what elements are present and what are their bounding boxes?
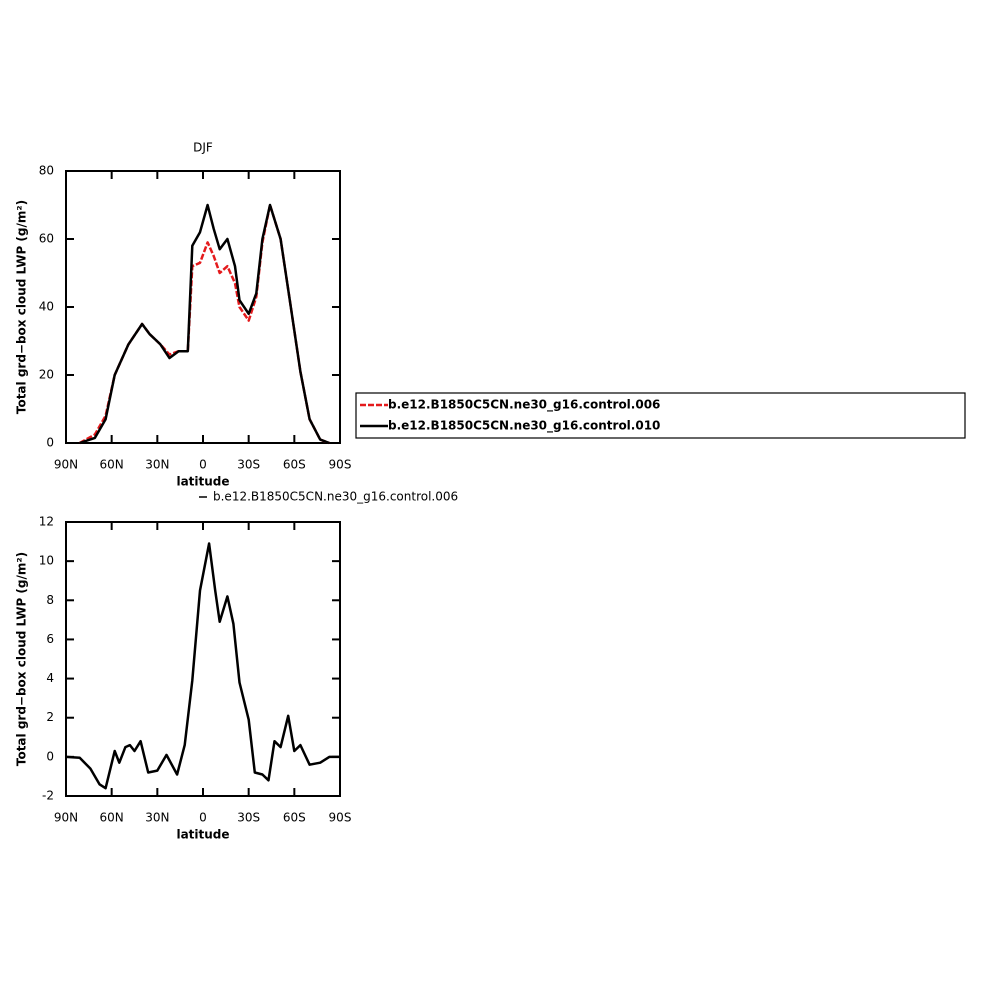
y-tick-label: 0 [46,749,54,763]
y-tick-label: -2 [42,789,54,803]
y-tick-label: 12 [39,515,54,529]
y-tick-label: 20 [39,368,54,382]
legend-label: b.e12.B1850C5CN.ne30_g16.control.006 [213,490,458,504]
plot-frame [65,170,341,444]
x-tick-label: 30S [237,811,260,825]
y-tick-label: 80 [39,164,54,178]
y-axis-label: Total grd−box cloud LWP (g/m²) [15,200,29,414]
legend-label: b.e12.B1850C5CN.ne30_g16.control.010 [388,419,660,434]
x-tick-label: 0 [199,811,207,825]
x-tick-label: 0 [199,458,207,472]
y-tick-label: 2 [46,710,54,724]
x-tick-label: 90N [54,811,78,825]
series-line [79,203,330,445]
y-tick-label: 60 [39,232,54,246]
x-tick-label: 90S [329,811,352,825]
y-tick-label: 8 [46,593,54,607]
x-tick-label: 30S [237,458,260,472]
x-tick-label: 30N [145,811,169,825]
x-tick-label: 60S [283,458,306,472]
plot-frame [65,521,341,797]
x-tick-label: 60N [100,811,124,825]
x-tick-label: 30N [145,458,169,472]
y-axis-label: Total grd−box cloud LWP (g/m²) [15,552,29,766]
legend-label: b.e12.B1850C5CN.ne30_g16.control.006 [388,398,660,413]
x-tick-label: 60N [100,458,124,472]
legend-box [355,392,966,439]
y-tick-label: 4 [46,671,54,685]
y-tick-label: 6 [46,632,54,646]
y-tick-label: 0 [46,436,54,450]
y-tick-label: 40 [39,300,54,314]
x-tick-label: 60S [283,811,306,825]
series-line [65,542,340,790]
x-tick-label: 90S [329,458,352,472]
x-axis-label: latitude [176,475,229,489]
x-axis-label: latitude [176,828,229,842]
chart-title: DJF [193,141,213,155]
x-tick-label: 90N [54,458,78,472]
series-line [79,203,330,445]
y-tick-label: 10 [39,554,54,568]
